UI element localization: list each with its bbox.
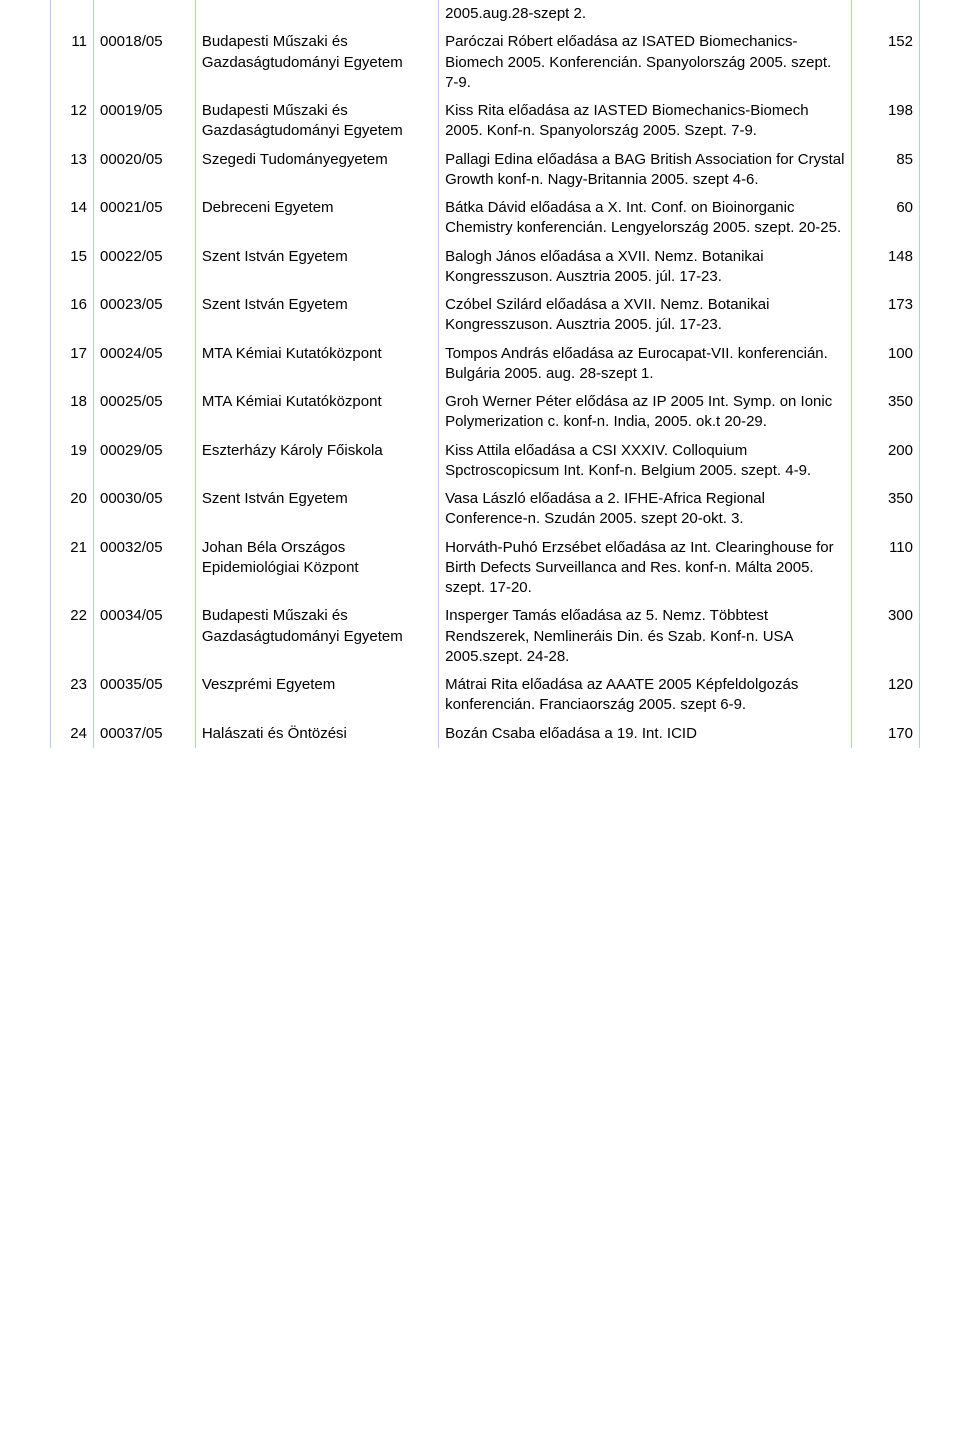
document-page: 2005.aug.28-szept 2. 1100018/05Budapesti… <box>0 0 960 778</box>
cell-institution: Halászati és Öntözési <box>195 720 438 748</box>
cell-amount: 170 <box>852 720 920 748</box>
cell-code: 00029/05 <box>93 437 195 486</box>
cell-code: 00018/05 <box>93 28 195 97</box>
cell-code: 00022/05 <box>93 243 195 292</box>
table-row: 1900029/05Eszterházy Károly FőiskolaKiss… <box>51 437 920 486</box>
cell-code: 00037/05 <box>93 720 195 748</box>
cell-amount: 60 <box>852 194 920 243</box>
cell-amount: 152 <box>852 28 920 97</box>
cell-index: 13 <box>51 146 94 195</box>
table-row: 2000030/05Szent István EgyetemVasa Lászl… <box>51 485 920 534</box>
cell-empty <box>195 0 438 28</box>
cell-amount: 85 <box>852 146 920 195</box>
cell-index: 19 <box>51 437 94 486</box>
cell-index: 23 <box>51 671 94 720</box>
cell-institution: MTA Kémiai Kutatóközpont <box>195 340 438 389</box>
table-row: 1600023/05Szent István EgyetemCzóbel Szi… <box>51 291 920 340</box>
cell-index: 21 <box>51 534 94 603</box>
cell-index: 14 <box>51 194 94 243</box>
table-row: 1800025/05MTA Kémiai KutatóközpontGroh W… <box>51 388 920 437</box>
cell-code: 00032/05 <box>93 534 195 603</box>
cell-index: 15 <box>51 243 94 292</box>
cell-description: Balogh János előadása a XVII. Nemz. Bota… <box>439 243 852 292</box>
cell-description: Pallagi Edina előadása a BAG British Ass… <box>439 146 852 195</box>
cell-institution: MTA Kémiai Kutatóközpont <box>195 388 438 437</box>
cell-description: Bátka Dávid előadása a X. Int. Conf. on … <box>439 194 852 243</box>
cell-description: Horváth-Puhó Erzsébet előadása az Int. C… <box>439 534 852 603</box>
cell-description: Mátrai Rita előadása az AAATE 2005 Képfe… <box>439 671 852 720</box>
cell-amount: 173 <box>852 291 920 340</box>
cell-description: Kiss Attila előadása a CSI XXXIV. Colloq… <box>439 437 852 486</box>
cell-index: 11 <box>51 28 94 97</box>
cell-institution: Eszterházy Károly Főiskola <box>195 437 438 486</box>
cell-description: Groh Werner Péter elődása az IP 2005 Int… <box>439 388 852 437</box>
cell-institution: Johan Béla Országos Epidemiológiai Közpo… <box>195 534 438 603</box>
table-row: 2200034/05Budapesti Műszaki és Gazdaságt… <box>51 602 920 671</box>
cell-description: Bozán Csaba előadása a 19. Int. ICID <box>439 720 852 748</box>
cell-amount: 350 <box>852 388 920 437</box>
cell-code: 00035/05 <box>93 671 195 720</box>
cell-amount: 350 <box>852 485 920 534</box>
cell-institution: Debreceni Egyetem <box>195 194 438 243</box>
cell-index: 24 <box>51 720 94 748</box>
cell-index: 16 <box>51 291 94 340</box>
cell-institution: Budapesti Műszaki és Gazdaságtudományi E… <box>195 28 438 97</box>
table-header-row: 2005.aug.28-szept 2. <box>51 0 920 28</box>
cell-institution: Veszprémi Egyetem <box>195 671 438 720</box>
cell-description: Vasa László előadása a 2. IFHE-Africa Re… <box>439 485 852 534</box>
cell-institution: Szent István Egyetem <box>195 291 438 340</box>
cell-description: Kiss Rita előadása az IASTED Biomechanic… <box>439 97 852 146</box>
cell-description: Czóbel Szilárd előadása a XVII. Nemz. Bo… <box>439 291 852 340</box>
cell-header-desc: 2005.aug.28-szept 2. <box>439 0 852 28</box>
cell-institution: Szent István Egyetem <box>195 243 438 292</box>
cell-code: 00020/05 <box>93 146 195 195</box>
cell-amount: 148 <box>852 243 920 292</box>
cell-code: 00023/05 <box>93 291 195 340</box>
cell-institution: Szent István Egyetem <box>195 485 438 534</box>
cell-amount: 110 <box>852 534 920 603</box>
table-row: 1100018/05Budapesti Műszaki és Gazdaságt… <box>51 28 920 97</box>
cell-amount: 100 <box>852 340 920 389</box>
cell-institution: Budapesti Műszaki és Gazdaságtudományi E… <box>195 602 438 671</box>
cell-index: 12 <box>51 97 94 146</box>
cell-code: 00034/05 <box>93 602 195 671</box>
cell-code: 00025/05 <box>93 388 195 437</box>
table-row: 2100032/05Johan Béla Országos Epidemioló… <box>51 534 920 603</box>
cell-description: Insperger Tamás előadása az 5. Nemz. Töb… <box>439 602 852 671</box>
table-row: 2400037/05Halászati és ÖntözésiBozán Csa… <box>51 720 920 748</box>
table-row: 1500022/05Szent István EgyetemBalogh Ján… <box>51 243 920 292</box>
cell-empty <box>93 0 195 28</box>
table-row: 2300035/05Veszprémi EgyetemMátrai Rita e… <box>51 671 920 720</box>
table-row: 1200019/05Budapesti Műszaki és Gazdaságt… <box>51 97 920 146</box>
cell-amount: 120 <box>852 671 920 720</box>
cell-code: 00024/05 <box>93 340 195 389</box>
cell-institution: Budapesti Műszaki és Gazdaságtudományi E… <box>195 97 438 146</box>
cell-code: 00021/05 <box>93 194 195 243</box>
cell-code: 00019/05 <box>93 97 195 146</box>
cell-amount: 300 <box>852 602 920 671</box>
cell-empty <box>51 0 94 28</box>
cell-institution: Szegedi Tudományegyetem <box>195 146 438 195</box>
cell-index: 17 <box>51 340 94 389</box>
cell-empty <box>852 0 920 28</box>
table-row: 1300020/05Szegedi TudományegyetemPallagi… <box>51 146 920 195</box>
cell-index: 18 <box>51 388 94 437</box>
cell-index: 22 <box>51 602 94 671</box>
cell-description: Tompos András előadása az Eurocapat-VII.… <box>439 340 852 389</box>
table-row: 1400021/05Debreceni EgyetemBátka Dávid e… <box>51 194 920 243</box>
cell-code: 00030/05 <box>93 485 195 534</box>
data-table: 2005.aug.28-szept 2. 1100018/05Budapesti… <box>50 0 920 748</box>
cell-amount: 200 <box>852 437 920 486</box>
cell-index: 20 <box>51 485 94 534</box>
cell-amount: 198 <box>852 97 920 146</box>
cell-description: Paróczai Róbert előadása az ISATED Biome… <box>439 28 852 97</box>
table-row: 1700024/05MTA Kémiai KutatóközpontTompos… <box>51 340 920 389</box>
